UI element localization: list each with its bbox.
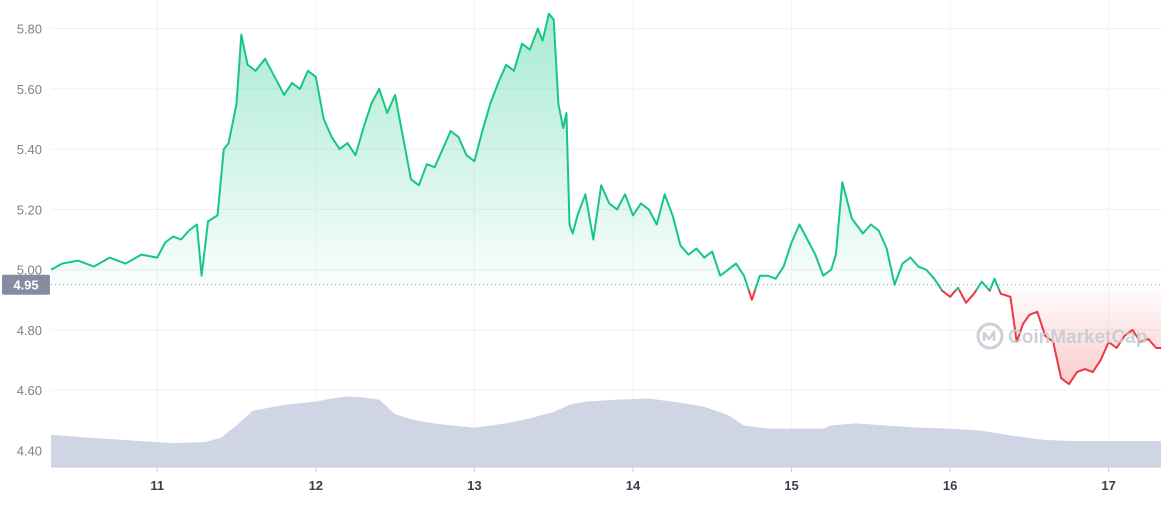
x-tick-label: 11 (150, 478, 164, 493)
volume-area-path (51, 396, 1161, 467)
y-tick-label: 5.40 (17, 142, 42, 157)
y-tick-label: 4.40 (17, 443, 42, 458)
x-tick-label: 15 (784, 478, 798, 493)
coinmarketcap-logo-icon (976, 322, 1004, 350)
reference-label-box (2, 274, 50, 295)
price-area-fill (51, 13, 1161, 385)
x-tick-label: 17 (1101, 478, 1115, 493)
watermark-text: CoinMarketCap (1008, 327, 1147, 348)
x-tick-label: 13 (467, 478, 481, 493)
y-tick-label: 5.00 (17, 263, 42, 278)
y-tick-label: 4.60 (17, 383, 42, 398)
reference-line-group: 4.95 (2, 274, 1161, 295)
y-tick-label: 5.60 (17, 82, 42, 97)
x-tick-label: 14 (626, 478, 641, 493)
axes: 4.40 4.60 4.80 5.00 5.20 5.40 5.60 5.80 11 12 13 14… (17, 22, 1161, 493)
volume-area (51, 396, 1161, 467)
x-tick-label: 12 (309, 478, 323, 493)
y-tick-label: 5.80 (17, 22, 42, 37)
price-line-up (50, 12, 1001, 290)
reference-label: 4.95 (13, 278, 38, 293)
y-tick-label: 5.20 (17, 202, 42, 217)
y-tick-label: 4.80 (17, 323, 42, 338)
price-line (50, 12, 1161, 386)
price-area-up (51, 13, 1161, 290)
x-tick-label: 16 (943, 478, 957, 493)
watermark: CoinMarketCap (976, 322, 1147, 350)
